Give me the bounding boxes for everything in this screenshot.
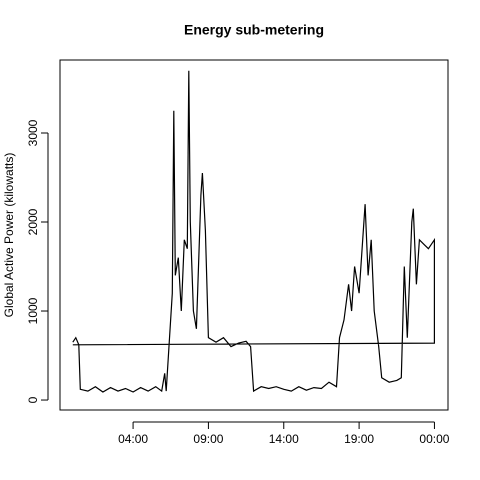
y-tick-label: 3000 (26, 119, 40, 146)
chart-title: Energy sub-metering (184, 22, 324, 38)
y-tick-label: 1000 (26, 297, 40, 324)
x-tick-label: 00:00 (419, 432, 449, 446)
plot-box (59, 59, 449, 411)
y-tick-label: 2000 (26, 208, 40, 235)
x-tick-label: 14:00 (269, 432, 299, 446)
y-tick-label: 0 (26, 396, 40, 403)
y-axis-label: Global Active Power (kilowatts) (2, 153, 16, 318)
x-tick-label: 04:00 (118, 432, 148, 446)
x-tick-label: 19:00 (344, 432, 374, 446)
line (72, 70, 435, 393)
x-tick-label: 09:00 (193, 432, 223, 446)
